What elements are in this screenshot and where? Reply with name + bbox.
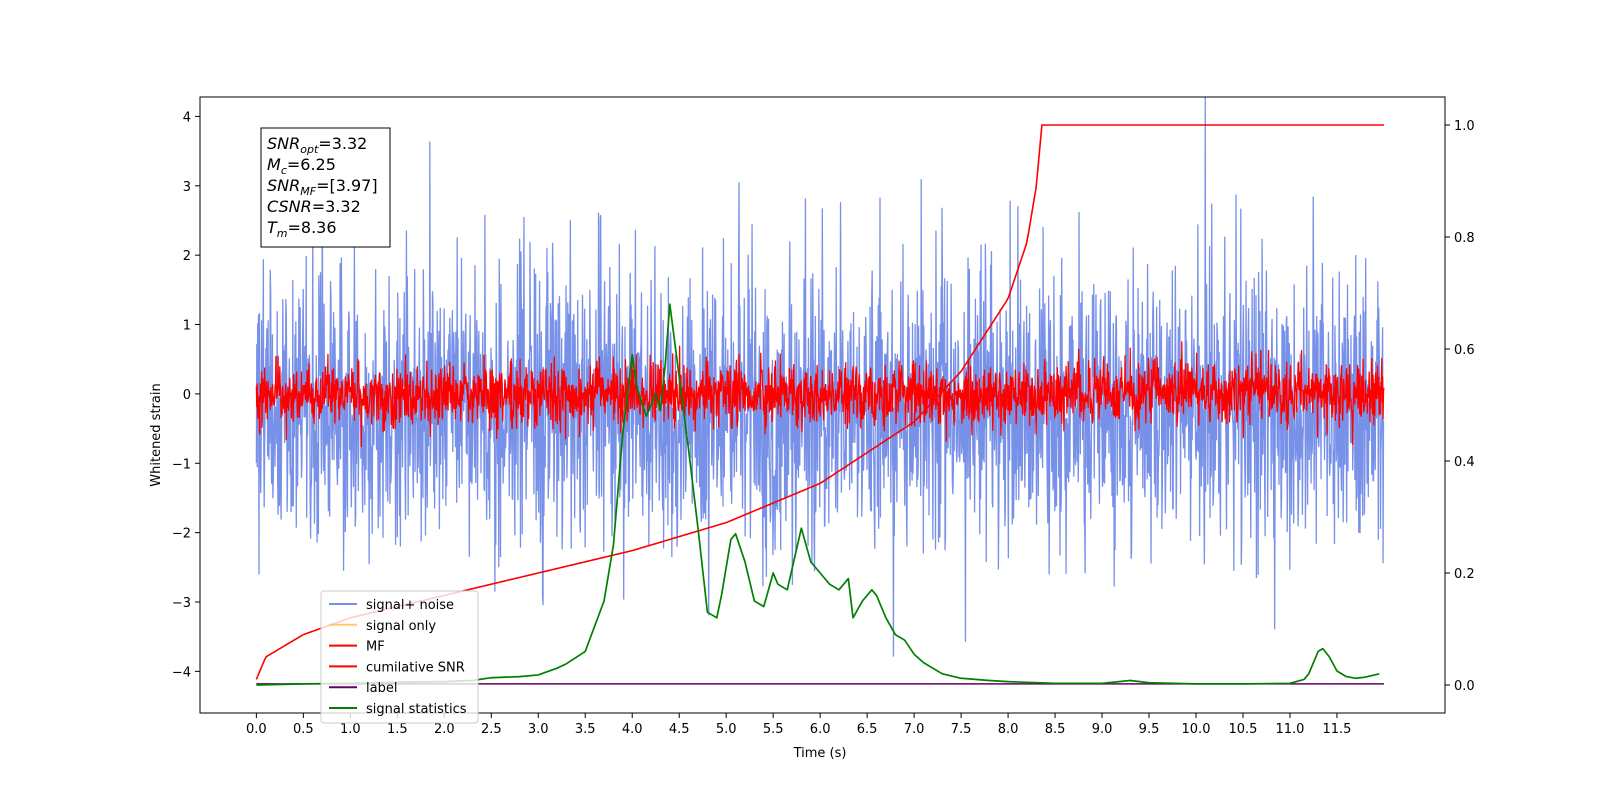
- x-tick-label: 3.5: [575, 722, 596, 737]
- x-tick-label: 6.5: [857, 722, 878, 737]
- y-axis-right: 1.0 0.8 0.6 0.4 0.2 0.0: [1445, 119, 1475, 694]
- y-tick-label: 4: [183, 110, 191, 125]
- info-line: CSNR=3.32: [267, 197, 361, 216]
- y-tick-label: 1: [183, 319, 191, 334]
- x-tick-label: 11.5: [1322, 722, 1351, 737]
- legend: signal+ noise signal only MF cumilative SNR…: [320, 590, 479, 724]
- y-tick-label: 2: [183, 249, 191, 264]
- y-tick-label: −4: [172, 665, 191, 680]
- x-tick-label: 10.0: [1182, 722, 1211, 737]
- y-tick-label: 3: [183, 180, 191, 195]
- info-line: SNRopt=3.32: [267, 134, 367, 156]
- y-tick-label: −2: [172, 527, 191, 542]
- x-tick-label: 8.0: [998, 722, 1019, 737]
- x-tick-label: 2.5: [481, 722, 502, 737]
- axes-border: [199, 96, 1446, 714]
- x-tick-label: 4.5: [669, 722, 690, 737]
- series-mf-line: [255, 341, 1385, 448]
- x-tick-label: 11.0: [1275, 722, 1304, 737]
- x-tick-label: 0.5: [293, 722, 314, 737]
- x-tick-label: 7.5: [951, 722, 972, 737]
- y2-tick-label: 0.0: [1454, 679, 1475, 694]
- y2-tick-label: 1.0: [1454, 119, 1475, 134]
- x-tick-label: 9.5: [1139, 722, 1160, 737]
- y2-tick-label: 0.2: [1454, 567, 1475, 582]
- info-line: Tm=8.36: [267, 218, 337, 240]
- x-tick-label: 2.0: [434, 722, 455, 737]
- legend-label: cumilative SNR: [366, 660, 465, 675]
- y2-tick-label: 0.8: [1454, 231, 1475, 246]
- legend-label: MF: [366, 640, 385, 655]
- y2-tick-label: 0.4: [1454, 455, 1475, 470]
- legend-label: signal+ noise: [366, 598, 454, 613]
- legend-box: [320, 590, 479, 724]
- x-tick-label: 1.0: [340, 722, 361, 737]
- y-tick-label: −3: [172, 596, 191, 611]
- x-tick-label: 3.0: [528, 722, 549, 737]
- x-tick-label: 10.5: [1229, 722, 1258, 737]
- x-tick-label: 8.5: [1045, 722, 1066, 737]
- x-tick-label: 4.0: [622, 722, 643, 737]
- info-line: Mc=6.25: [267, 155, 336, 177]
- y2-tick-label: 0.6: [1454, 343, 1475, 358]
- y-tick-label: 0: [183, 388, 191, 403]
- axes-frame: [199, 96, 1446, 714]
- legend-label: signal statistics: [366, 702, 467, 717]
- legend-label: signal only: [366, 619, 436, 634]
- legend-label: label: [366, 681, 397, 696]
- x-axis: 0.0 0.5 1.0 1.5 2.0 2.5 3.0 3.5 4.0 4.5 5.0 5.5 6.0 6…: [246, 713, 1351, 737]
- y-tick-label: −1: [172, 457, 191, 472]
- info-line: SNRMF=[3.97]: [267, 176, 378, 198]
- x-tick-label: 1.5: [387, 722, 408, 737]
- series-signal-statistics-line: [256, 303, 1380, 686]
- y-axis-label: Whitened strain: [149, 383, 164, 486]
- x-axis-label: Time (s): [793, 746, 847, 761]
- x-tick-label: 0.0: [246, 722, 267, 737]
- x-tick-label: 5.5: [763, 722, 784, 737]
- info-box-border: [260, 127, 391, 248]
- x-tick-label: 6.0: [810, 722, 831, 737]
- x-tick-label: 5.0: [716, 722, 737, 737]
- y-axis-left: 4 3 2 1 0 −1 −2 −3 −4: [172, 110, 200, 680]
- x-tick-label: 7.0: [904, 722, 925, 737]
- x-tick-label: 9.0: [1092, 722, 1113, 737]
